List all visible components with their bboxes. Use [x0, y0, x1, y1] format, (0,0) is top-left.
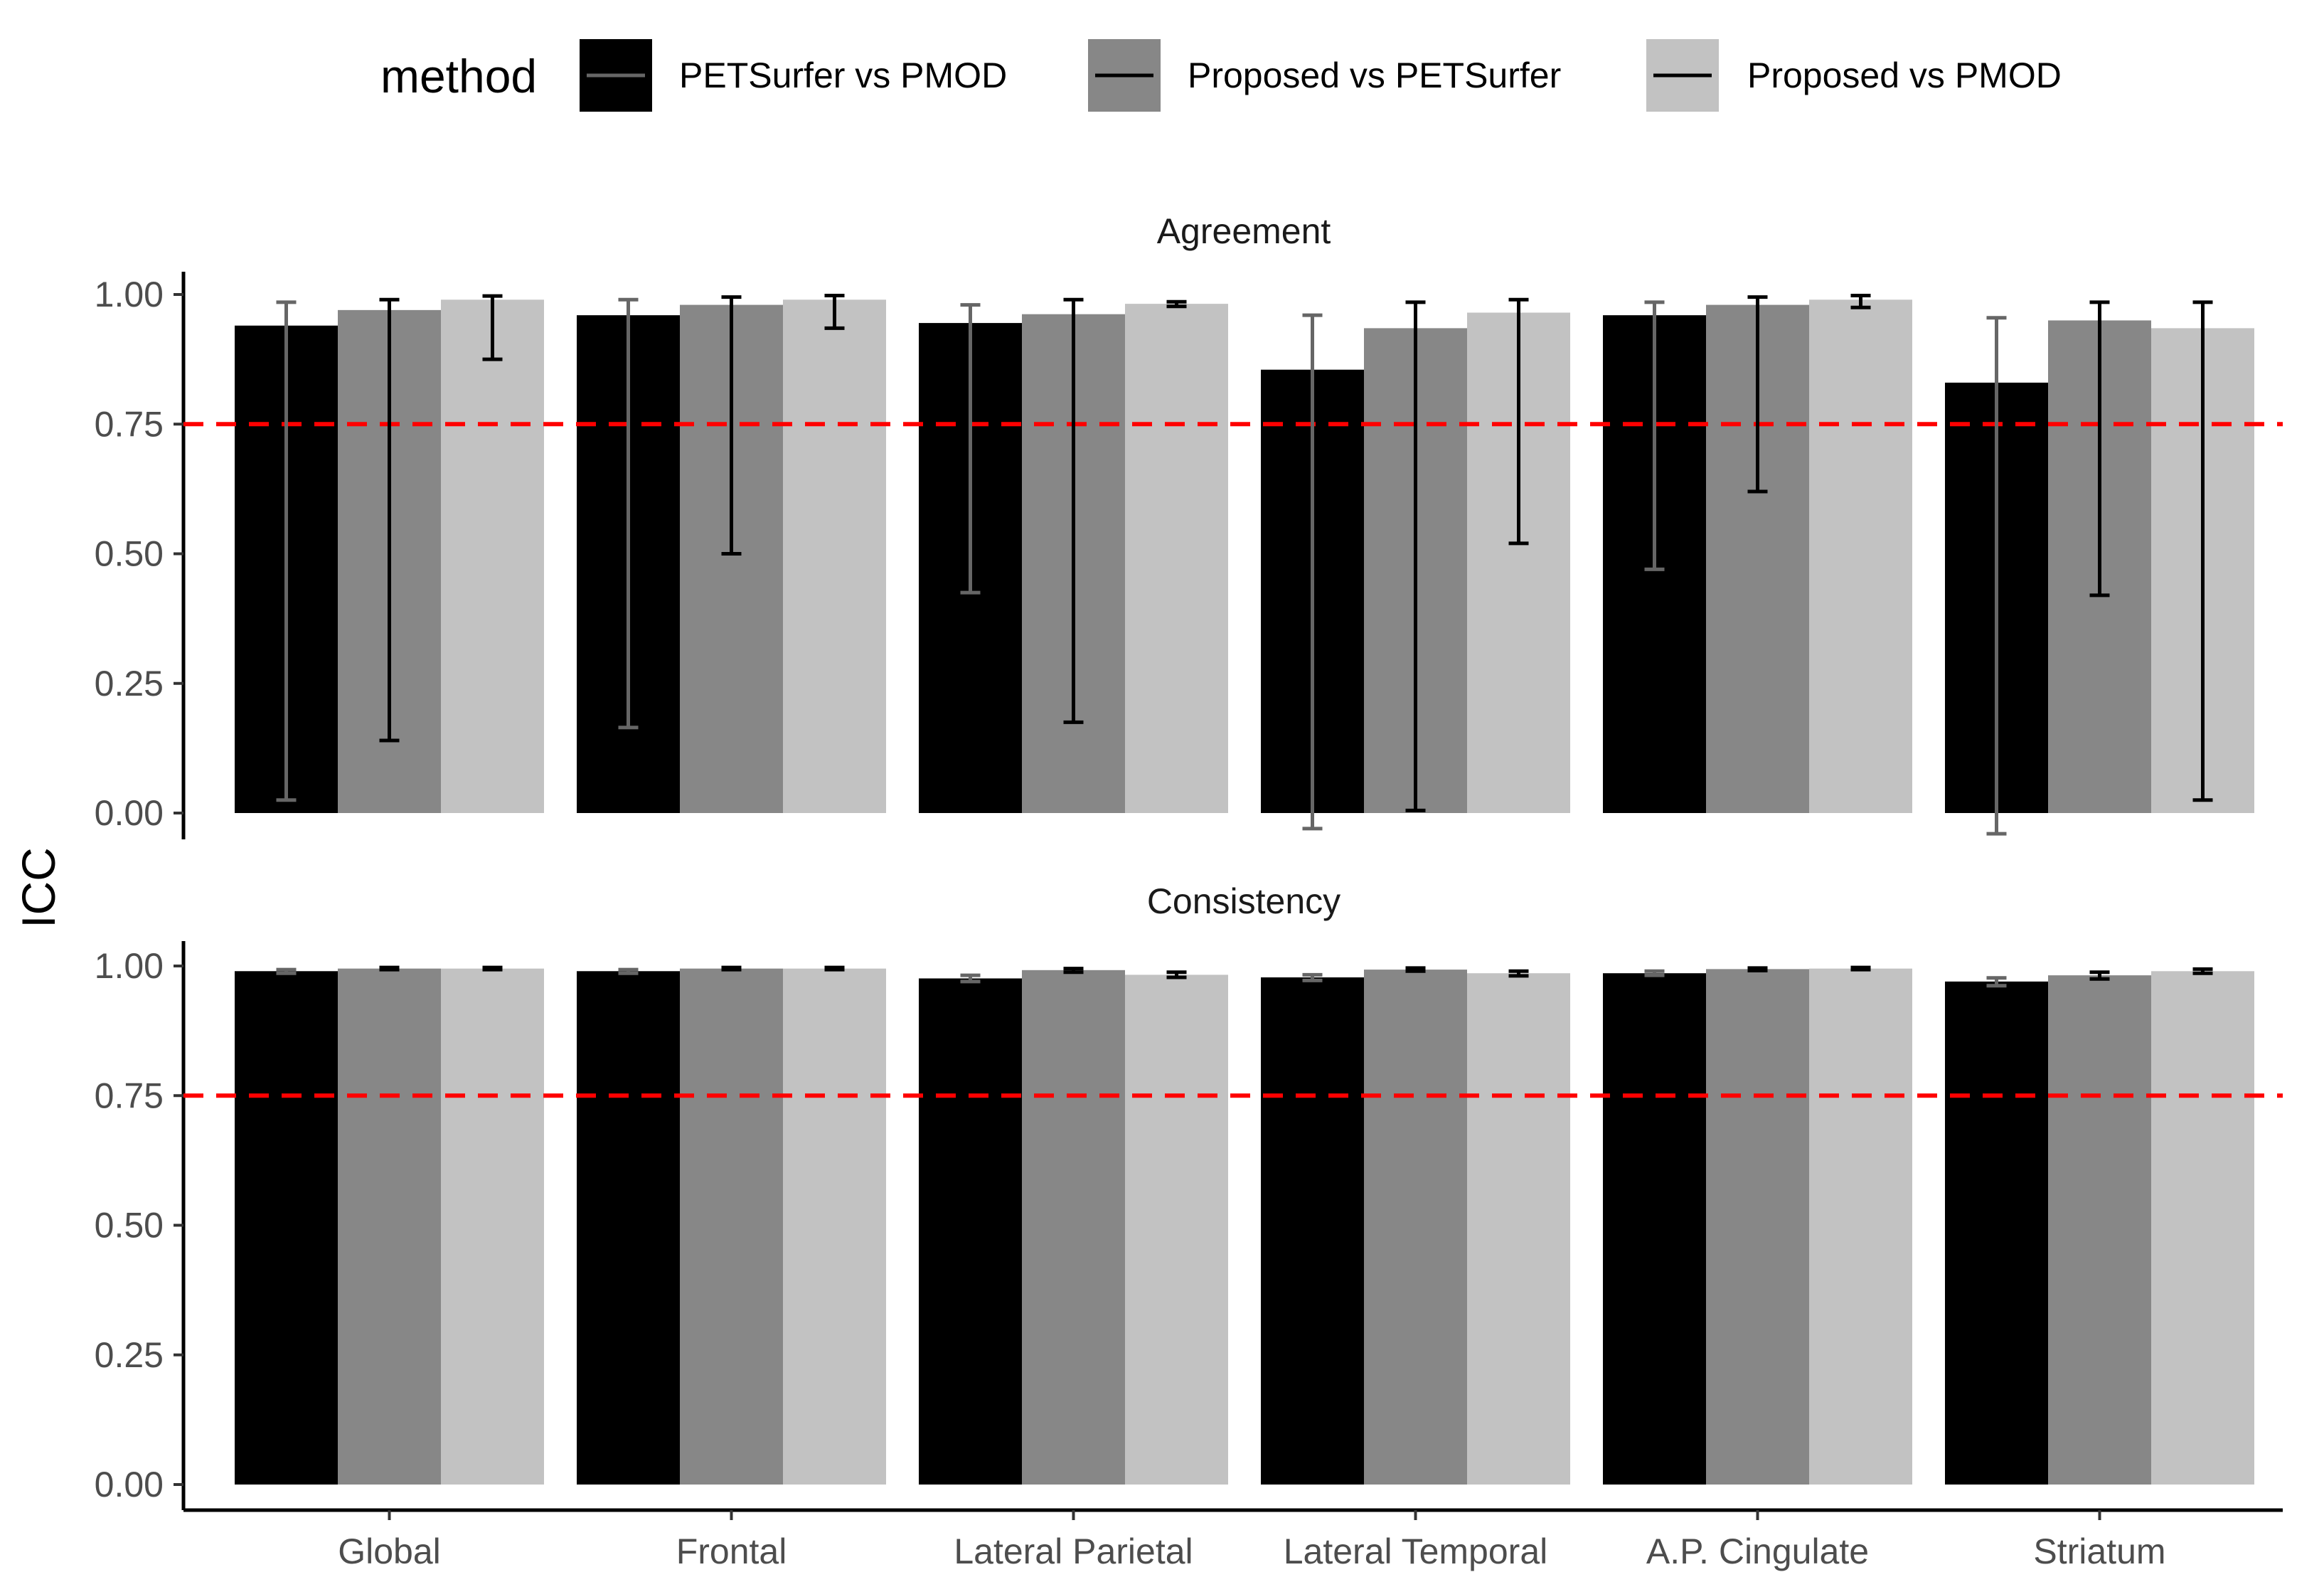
bar-consistency-striatum-petsurfer-vs-pmod	[1945, 981, 2048, 1485]
legend-title: method	[380, 50, 537, 102]
error-bar-agreement-global-petsurfer-vs-pmod	[276, 300, 297, 802]
y-tick-label-agreement: 0.00	[95, 793, 164, 833]
panel-agreement: 0.00 0.25 0.50 0.75 1.00	[95, 272, 2283, 839]
bar-consistency-lateral-parietal-proposed-vs-pmod	[1125, 975, 1228, 1485]
y-tick-label-consistency: 1.00	[95, 946, 164, 986]
bar-consistency-a-p-cingulate-petsurfer-vs-pmod	[1603, 973, 1706, 1485]
error-bar-consistency-lateral-temporal-proposed-vs-pmod	[1508, 969, 1529, 978]
error-bar-consistency-a-p-cingulate-proposed-vs-pmod	[1850, 965, 1871, 972]
bar-consistency-lateral-temporal-petsurfer-vs-pmod	[1261, 977, 1364, 1485]
y-axis-title: ICC	[12, 847, 65, 928]
error-bar-agreement-global-proposed-vs-petsurfer	[379, 297, 400, 743]
error-bar-agreement-global-proposed-vs-pmod	[482, 294, 503, 361]
error-bar-agreement-lateral-temporal-petsurfer-vs-pmod	[1302, 313, 1323, 831]
y-tick-label-agreement: 0.50	[95, 534, 164, 574]
legend: method PETSurfer vs PMOD Proposed vs PET…	[380, 39, 2062, 112]
legend-item-petsurfer-vs-pmod: PETSurfer vs PMOD	[580, 39, 1007, 112]
bar-consistency-striatum-proposed-vs-pmod	[2151, 971, 2254, 1485]
x-tick-label-lateral-temporal: Lateral Temporal	[1284, 1531, 1548, 1571]
error-bar-agreement-striatum-proposed-vs-petsurfer	[2089, 300, 2110, 598]
y-tick-label-consistency: 0.00	[95, 1465, 164, 1504]
error-bar-consistency-frontal-proposed-vs-pmod	[824, 965, 845, 972]
error-bar-agreement-striatum-proposed-vs-pmod	[2192, 300, 2213, 802]
bar-consistency-global-proposed-vs-pmod	[441, 968, 544, 1485]
bar-consistency-global-petsurfer-vs-pmod	[235, 971, 338, 1485]
error-bar-consistency-lateral-parietal-proposed-vs-petsurfer	[1063, 967, 1084, 975]
error-bar-consistency-striatum-petsurfer-vs-pmod	[1986, 976, 2007, 988]
bar-consistency-striatum-proposed-vs-petsurfer	[2048, 975, 2151, 1485]
error-bar-consistency-global-proposed-vs-petsurfer	[379, 965, 400, 972]
y-tick-label-agreement: 1.00	[95, 275, 164, 314]
error-bar-agreement-frontal-proposed-vs-petsurfer	[721, 295, 742, 556]
panel-consistency: 0.00 0.25 0.50 0.75 1.00	[95, 941, 2283, 1510]
y-tick-label-agreement: 0.75	[95, 404, 164, 444]
error-bar-consistency-global-petsurfer-vs-pmod	[276, 967, 297, 975]
bar-agreement-global-proposed-vs-pmod	[441, 299, 544, 813]
x-tick-label-a-p-cingulate: A.P. Cingulate	[1646, 1531, 1869, 1571]
error-bar-consistency-frontal-petsurfer-vs-pmod	[618, 967, 639, 975]
bar-agreement-lateral-parietal-proposed-vs-pmod	[1125, 304, 1228, 813]
bar-agreement-a-p-cingulate-proposed-vs-pmod	[1809, 299, 1912, 813]
error-bar-agreement-lateral-temporal-proposed-vs-petsurfer	[1405, 300, 1426, 812]
error-bar-agreement-lateral-parietal-proposed-vs-petsurfer	[1063, 297, 1084, 724]
legend-item-proposed-vs-pmod: Proposed vs PMOD	[1646, 39, 2062, 112]
bar-consistency-frontal-petsurfer-vs-pmod	[577, 971, 680, 1485]
legend-label-proposed-vs-pmod: Proposed vs PMOD	[1747, 55, 2062, 95]
y-tick-label-consistency: 0.75	[95, 1076, 164, 1115]
error-bar-consistency-global-proposed-vs-pmod	[482, 965, 503, 972]
error-bar-agreement-lateral-parietal-proposed-vs-pmod	[1166, 299, 1187, 309]
error-bar-consistency-frontal-proposed-vs-petsurfer	[721, 965, 742, 972]
error-bar-consistency-lateral-temporal-petsurfer-vs-pmod	[1302, 972, 1323, 982]
error-bar-agreement-lateral-temporal-proposed-vs-pmod	[1508, 297, 1529, 546]
x-tick-label-global: Global	[338, 1531, 441, 1571]
bar-consistency-a-p-cingulate-proposed-vs-petsurfer	[1706, 969, 1809, 1485]
error-bar-consistency-a-p-cingulate-proposed-vs-petsurfer	[1747, 966, 1768, 973]
error-bar-agreement-a-p-cingulate-proposed-vs-pmod	[1850, 293, 1871, 309]
error-bar-consistency-lateral-parietal-petsurfer-vs-pmod	[960, 973, 981, 984]
error-bar-consistency-striatum-proposed-vs-petsurfer	[2089, 970, 2110, 981]
error-bar-agreement-frontal-petsurfer-vs-pmod	[618, 297, 639, 730]
legend-label-petsurfer-vs-pmod: PETSurfer vs PMOD	[679, 55, 1007, 95]
bar-consistency-lateral-temporal-proposed-vs-pmod	[1467, 973, 1570, 1485]
error-bar-agreement-a-p-cingulate-petsurfer-vs-pmod	[1644, 300, 1665, 571]
error-bar-agreement-frontal-proposed-vs-pmod	[824, 293, 845, 330]
bar-consistency-global-proposed-vs-petsurfer	[338, 968, 441, 1485]
error-bar-agreement-striatum-petsurfer-vs-pmod	[1986, 316, 2007, 836]
y-tick-label-consistency: 0.50	[95, 1206, 164, 1246]
error-bar-agreement-a-p-cingulate-proposed-vs-petsurfer	[1747, 295, 1768, 494]
error-bar-consistency-a-p-cingulate-petsurfer-vs-pmod	[1644, 969, 1665, 977]
error-bar-consistency-lateral-temporal-proposed-vs-petsurfer	[1405, 966, 1426, 973]
bar-consistency-a-p-cingulate-proposed-vs-pmod	[1809, 968, 1912, 1485]
bar-consistency-frontal-proposed-vs-pmod	[783, 968, 886, 1485]
x-axis: Global Frontal Lateral Parietal Lateral Tem…	[183, 1508, 2283, 1571]
error-bar-agreement-lateral-parietal-petsurfer-vs-pmod	[960, 303, 981, 595]
x-tick-label-striatum: Striatum	[2033, 1531, 2165, 1571]
panel-title-agreement: Agreement	[1157, 211, 1331, 251]
panel-title-consistency: Consistency	[1147, 881, 1340, 921]
bar-consistency-lateral-parietal-petsurfer-vs-pmod	[919, 978, 1022, 1485]
x-tick-label-frontal: Frontal	[676, 1531, 787, 1571]
y-tick-label-agreement: 0.25	[95, 664, 164, 703]
error-bar-consistency-lateral-parietal-proposed-vs-pmod	[1166, 970, 1187, 979]
bar-consistency-frontal-proposed-vs-petsurfer	[680, 968, 783, 1485]
x-tick-label-lateral-parietal: Lateral Parietal	[954, 1531, 1193, 1571]
bar-consistency-lateral-parietal-proposed-vs-petsurfer	[1022, 970, 1125, 1485]
bar-consistency-lateral-temporal-proposed-vs-petsurfer	[1364, 970, 1467, 1485]
error-bar-consistency-striatum-proposed-vs-pmod	[2192, 967, 2213, 975]
bar-agreement-frontal-proposed-vs-pmod	[783, 299, 886, 813]
legend-label-proposed-vs-petsurfer: Proposed vs PETSurfer	[1188, 55, 1561, 95]
y-tick-label-consistency: 0.25	[95, 1335, 164, 1375]
legend-item-proposed-vs-petsurfer: Proposed vs PETSurfer	[1088, 39, 1561, 112]
